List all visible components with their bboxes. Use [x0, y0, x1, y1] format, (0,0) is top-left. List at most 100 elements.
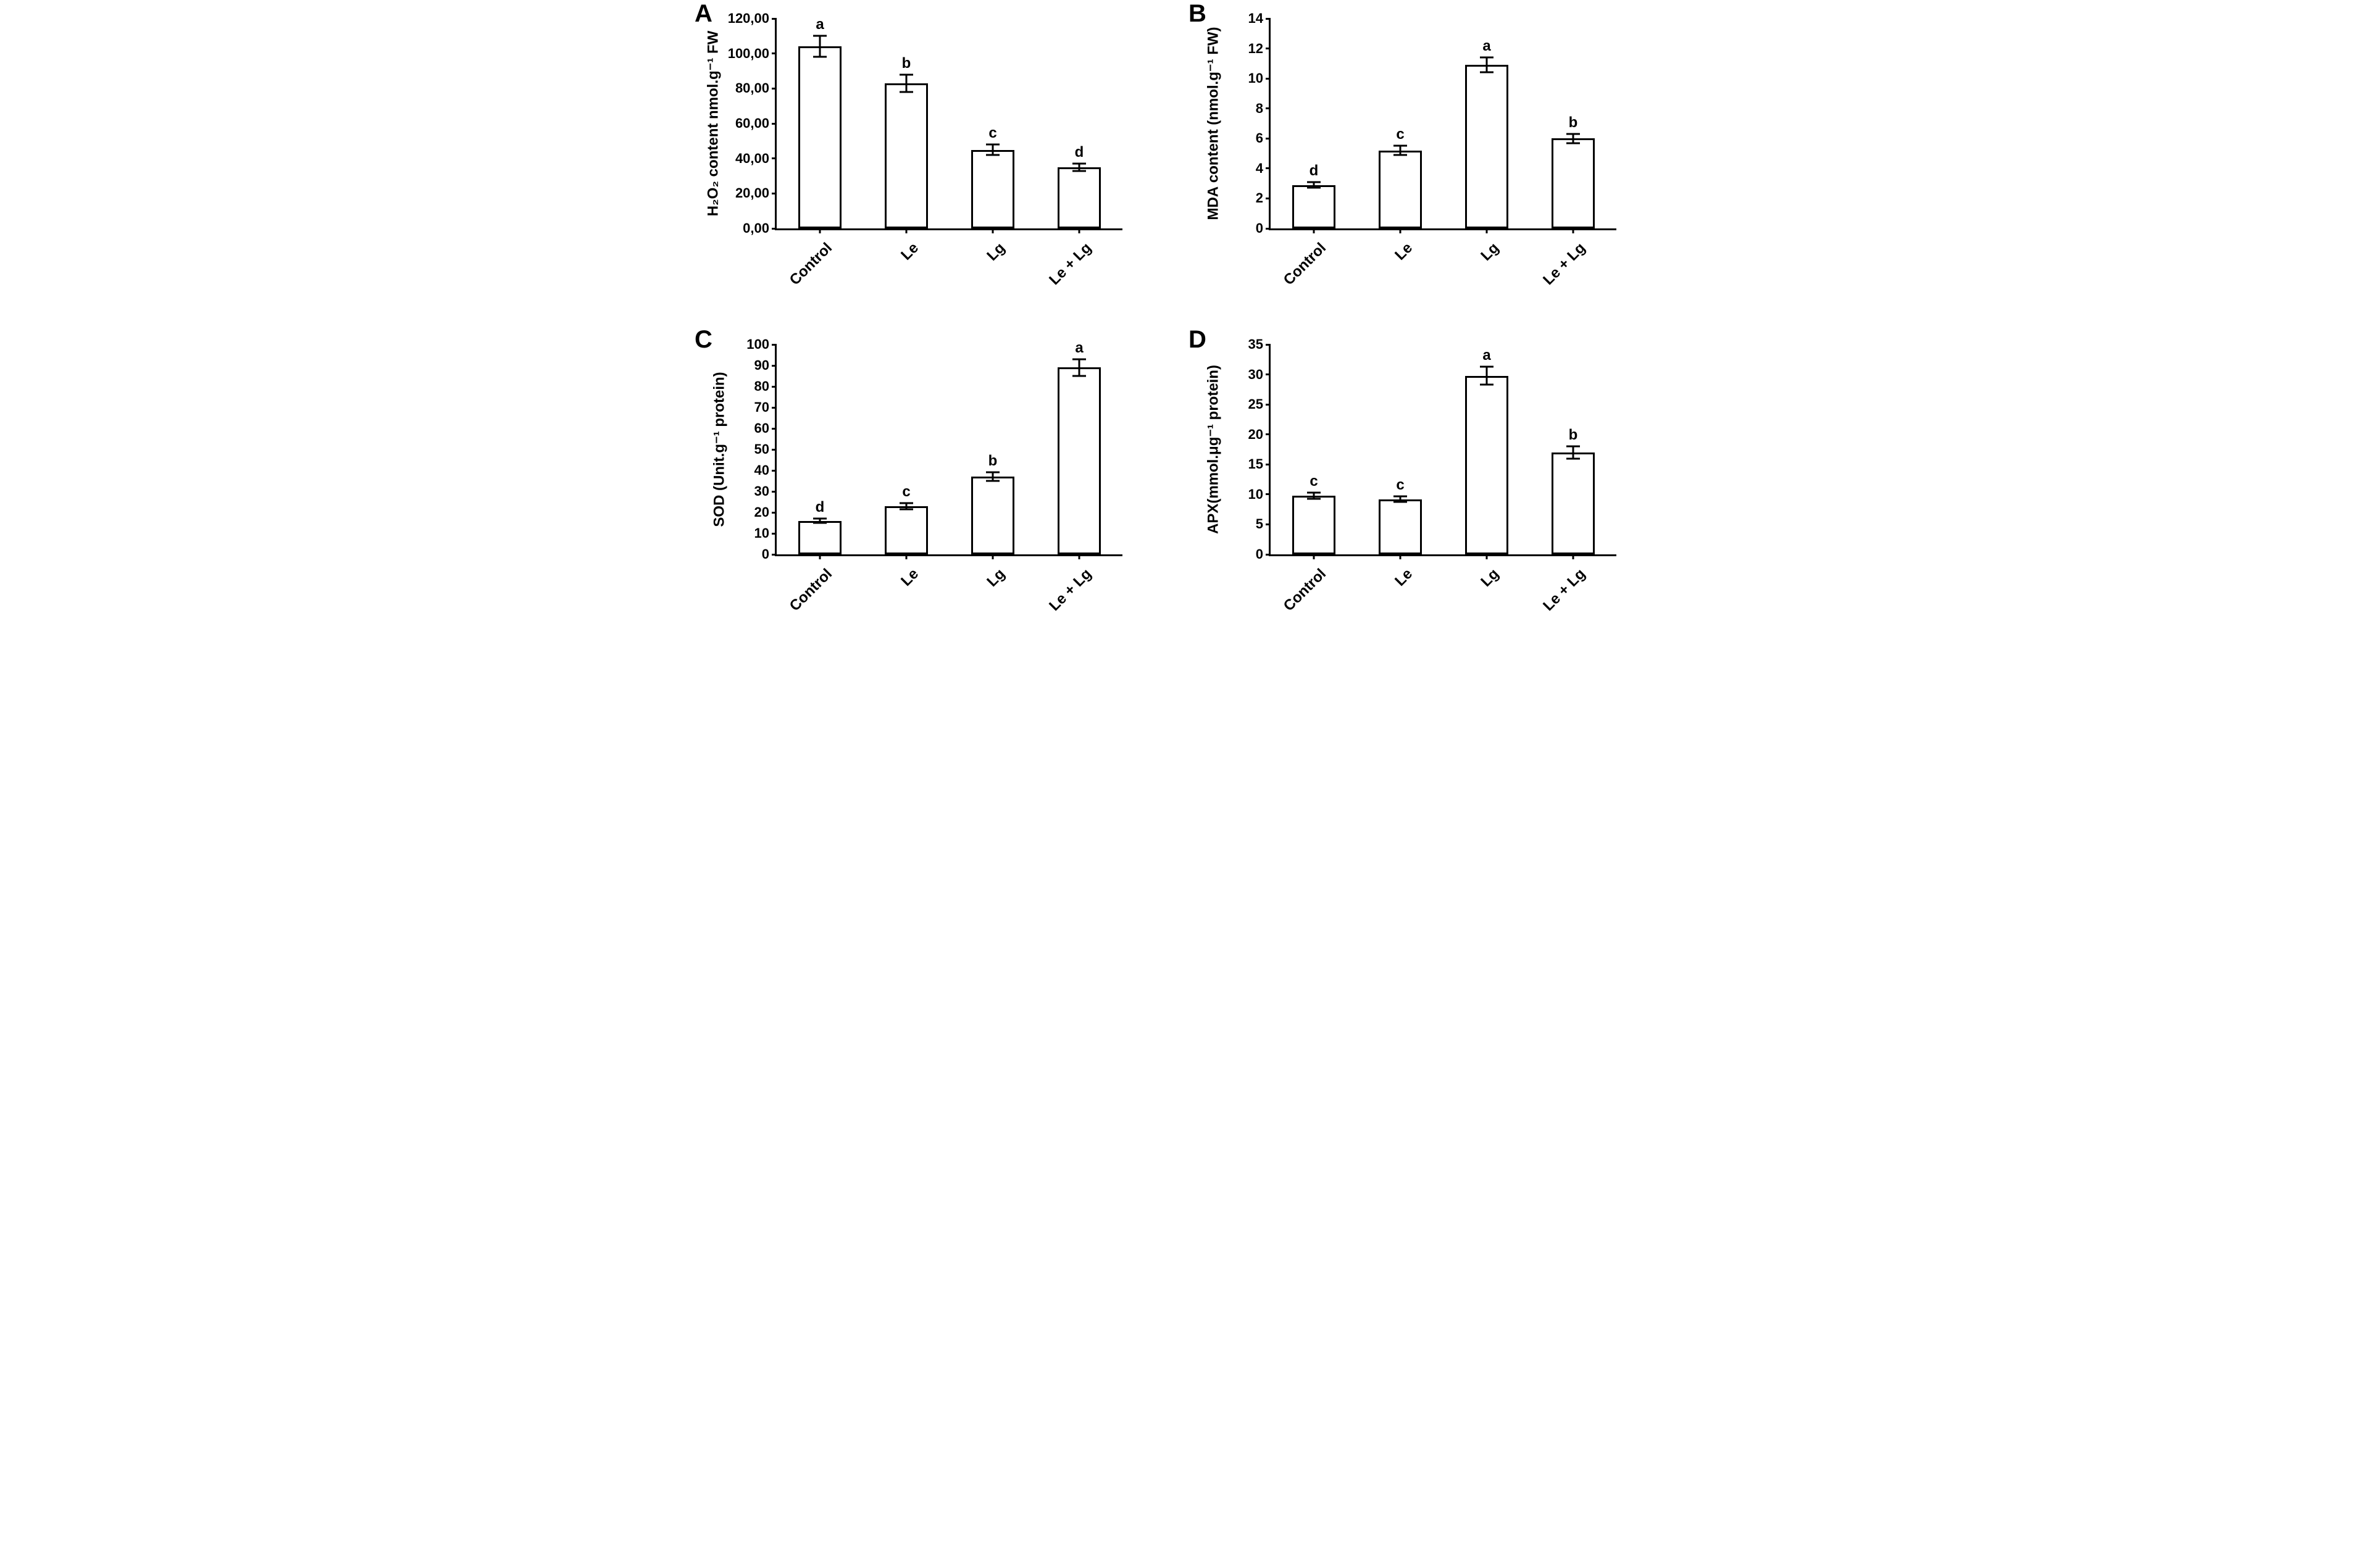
y-tick-label: 14	[1248, 10, 1263, 27]
bar	[1379, 499, 1422, 554]
error-bar	[906, 75, 908, 92]
error-bar	[1486, 367, 1488, 385]
y-tick	[1266, 48, 1271, 49]
error-cap	[1480, 365, 1493, 367]
bar	[971, 477, 1014, 554]
y-tick-label: 80,00	[735, 80, 769, 96]
x-tick-label: Le	[898, 565, 922, 590]
bar	[1292, 496, 1335, 554]
error-cap	[1566, 446, 1580, 448]
error-cap	[1566, 133, 1580, 135]
error-cap	[1307, 181, 1321, 183]
y-tick-label: 2	[1256, 190, 1263, 206]
significance-letter: a	[1482, 38, 1490, 55]
error-cap	[1393, 495, 1407, 497]
error-cap	[1480, 57, 1493, 59]
bar	[885, 506, 928, 554]
y-tick-label: 60	[754, 420, 769, 436]
x-tick	[1079, 554, 1080, 559]
bar	[1465, 376, 1508, 554]
y-tick-label: 120,00	[728, 10, 769, 27]
y-tick-label: 0,00	[743, 220, 769, 236]
y-tick	[1266, 78, 1271, 80]
y-tick	[772, 157, 777, 159]
x-tick-label: Lg	[984, 240, 1009, 265]
significance-letter: d	[816, 499, 825, 516]
bar	[798, 521, 842, 554]
x-tick	[1400, 228, 1402, 233]
significance-letter: a	[1482, 347, 1490, 364]
y-tick	[1266, 373, 1271, 375]
x-tick	[819, 554, 821, 559]
significance-letter: b	[988, 452, 998, 470]
y-tick-label: 20,00	[735, 185, 769, 201]
plot-area-D: 05101520253035cControlcLeaLgbLe + Lg	[1269, 344, 1616, 556]
significance-letter: a	[1075, 340, 1083, 357]
plot-area-C: 0102030405060708090100dControlcLebLgaLe …	[775, 344, 1122, 556]
significance-letter: b	[902, 55, 911, 72]
error-cap	[813, 522, 827, 524]
y-tick	[1266, 228, 1271, 230]
panel-C: C SOD (Unit.g⁻¹ protein) 010203040506070…	[695, 326, 1188, 652]
bar	[1552, 138, 1595, 228]
y-tick-label: 5	[1256, 516, 1263, 532]
y-tick	[1266, 464, 1271, 465]
y-tick	[772, 512, 777, 514]
significance-letter: c	[988, 125, 996, 142]
error-cap	[1307, 491, 1321, 493]
error-cap	[986, 144, 1000, 146]
y-tick-label: 20	[754, 504, 769, 520]
panel-label-C: C	[695, 326, 712, 354]
bar	[1058, 167, 1101, 228]
y-tick-label: 100,00	[728, 46, 769, 62]
x-tick-label: Control	[787, 565, 836, 615]
x-tick-label: Le + Lg	[1540, 565, 1589, 615]
error-cap	[900, 508, 913, 510]
bar	[1552, 452, 1595, 554]
panel-B: B MDA content (nmol.g⁻¹ FW) 02468101214d…	[1188, 0, 1682, 326]
y-tick-label: 60,00	[735, 115, 769, 131]
significance-letter: b	[1569, 427, 1578, 444]
y-tick-label: 30	[754, 483, 769, 499]
x-tick	[992, 228, 994, 233]
x-tick-label: Le + Lg	[1046, 240, 1095, 289]
y-tick	[772, 344, 777, 346]
y-tick-label: 30	[1248, 367, 1263, 383]
error-cap	[813, 35, 827, 37]
error-cap	[1393, 501, 1407, 503]
error-cap	[1566, 457, 1580, 459]
x-tick-label: Le	[1392, 240, 1416, 264]
error-cap	[986, 480, 1000, 482]
y-tick-label: 0	[762, 546, 769, 562]
x-tick	[819, 228, 821, 233]
y-tick	[1266, 138, 1271, 140]
y-tick	[1266, 167, 1271, 169]
x-tick-label: Le	[1392, 565, 1416, 590]
x-tick	[1486, 554, 1488, 559]
y-axis-title-A: H₂O₂ content nmol.g⁻¹ FW	[704, 31, 722, 217]
y-tick	[772, 365, 777, 367]
error-cap	[900, 91, 913, 93]
error-bar	[1079, 359, 1080, 376]
y-tick	[772, 18, 777, 20]
x-tick-label: Lg	[1477, 240, 1503, 265]
x-tick	[1313, 554, 1315, 559]
y-tick-label: 35	[1248, 336, 1263, 352]
y-tick-label: 80	[754, 378, 769, 394]
y-tick-label: 12	[1248, 41, 1263, 57]
y-tick	[772, 428, 777, 430]
error-cap	[1072, 375, 1086, 377]
y-tick	[772, 52, 777, 54]
x-tick	[992, 554, 994, 559]
y-tick	[1266, 554, 1271, 556]
y-axis-title-B: MDA content (nmol.g⁻¹ FW)	[1205, 27, 1222, 220]
error-bar	[1486, 57, 1488, 72]
error-bar	[819, 36, 821, 57]
y-tick-label: 10	[754, 525, 769, 541]
bar	[971, 150, 1014, 229]
y-tick-label: 70	[754, 399, 769, 415]
y-tick-label: 100	[746, 336, 769, 352]
error-cap	[1072, 163, 1086, 165]
bar	[1058, 367, 1101, 554]
y-tick-label: 40,00	[735, 151, 769, 167]
